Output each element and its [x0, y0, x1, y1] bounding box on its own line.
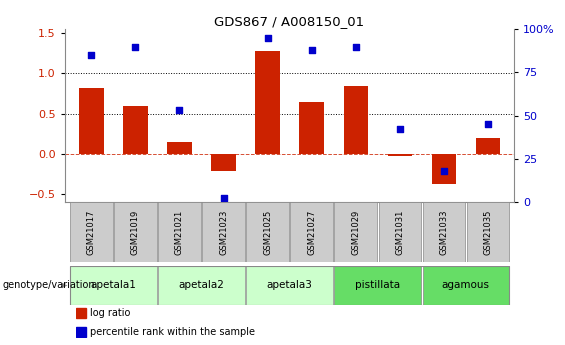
Text: percentile rank within the sample: percentile rank within the sample	[90, 327, 255, 337]
Bar	[79, 88, 103, 154]
Bar	[246, 266, 333, 305]
Bar	[70, 266, 157, 305]
Text: GSM21019: GSM21019	[131, 209, 140, 255]
Point	[351, 44, 360, 49]
Bar	[158, 202, 201, 262]
Bar	[158, 266, 245, 305]
Text: GSM21029: GSM21029	[351, 209, 360, 255]
Point	[395, 127, 404, 132]
Bar	[76, 327, 86, 337]
Bar	[167, 142, 192, 154]
Point	[87, 52, 96, 58]
Bar	[76, 308, 86, 318]
Title: GDS867 / A008150_01: GDS867 / A008150_01	[215, 15, 364, 28]
Bar	[70, 202, 112, 262]
Bar	[344, 86, 368, 154]
Point	[219, 196, 228, 201]
Bar	[255, 51, 280, 154]
Bar	[202, 202, 245, 262]
Text: GSM21035: GSM21035	[483, 209, 492, 255]
Bar	[423, 202, 465, 262]
Point	[131, 44, 140, 49]
Bar	[476, 138, 500, 154]
Bar	[123, 106, 147, 154]
Point	[175, 108, 184, 113]
Bar	[246, 202, 289, 262]
Text: GSM21023: GSM21023	[219, 209, 228, 255]
Bar	[334, 202, 377, 262]
Text: GSM21027: GSM21027	[307, 209, 316, 255]
Text: GSM21017: GSM21017	[87, 209, 96, 255]
Bar	[432, 154, 456, 184]
Bar	[388, 154, 412, 156]
Bar	[114, 202, 157, 262]
Bar	[379, 202, 421, 262]
Bar	[211, 154, 236, 171]
Text: pistillata: pistillata	[355, 280, 400, 290]
Point	[263, 35, 272, 41]
Text: agamous: agamous	[442, 280, 490, 290]
Point	[483, 121, 492, 127]
Text: GSM21031: GSM21031	[395, 209, 404, 255]
Text: apetala1: apetala1	[90, 280, 136, 290]
Text: GSM21021: GSM21021	[175, 209, 184, 255]
Text: log ratio: log ratio	[90, 308, 131, 318]
Text: genotype/variation: genotype/variation	[3, 280, 95, 290]
Bar	[299, 101, 324, 154]
Bar	[467, 202, 509, 262]
Text: apetala2: apetala2	[179, 280, 224, 290]
Text: apetala3: apetala3	[267, 280, 312, 290]
Bar	[334, 266, 421, 305]
Bar	[290, 202, 333, 262]
Point	[439, 168, 448, 174]
Text: GSM21033: GSM21033	[439, 209, 448, 255]
Bar	[423, 266, 509, 305]
Point	[307, 47, 316, 53]
Text: GSM21025: GSM21025	[263, 209, 272, 255]
